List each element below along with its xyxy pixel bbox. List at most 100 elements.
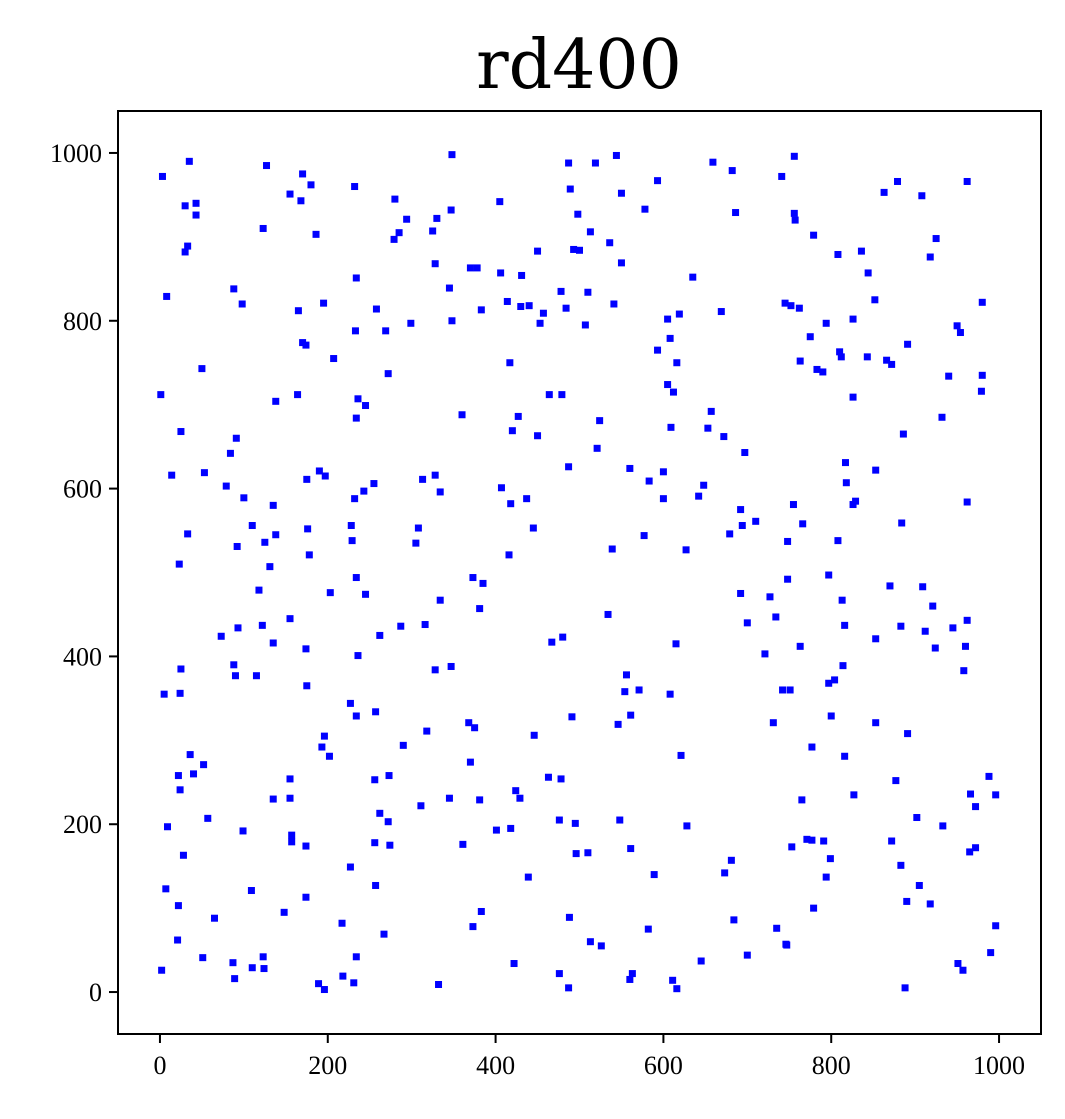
data-point <box>419 475 427 483</box>
data-point <box>808 743 816 751</box>
data-point <box>184 242 192 250</box>
data-point <box>516 794 524 802</box>
data-point <box>766 593 774 601</box>
data-point <box>610 300 618 308</box>
data-point <box>650 871 658 879</box>
data-point <box>362 402 370 410</box>
data-point <box>168 471 176 479</box>
data-point <box>433 214 441 222</box>
data-point <box>795 304 803 312</box>
data-point <box>447 206 455 214</box>
data-point <box>466 264 474 272</box>
data-point <box>972 844 980 852</box>
x-tick-label: 0 <box>153 1051 166 1080</box>
data-point <box>192 199 200 207</box>
data-point <box>458 411 466 419</box>
data-point <box>371 839 379 847</box>
data-point <box>572 850 580 858</box>
data-point <box>423 727 431 735</box>
data-point <box>641 205 649 213</box>
data-point <box>539 309 547 317</box>
data-point <box>507 500 515 508</box>
data-point <box>232 434 240 442</box>
data-point <box>967 790 975 798</box>
data-point <box>286 190 294 198</box>
data-point <box>352 953 360 961</box>
data-point <box>826 855 834 863</box>
data-point <box>786 686 794 694</box>
data-point <box>915 881 923 889</box>
data-point <box>977 387 985 395</box>
data-point <box>512 787 520 795</box>
data-point <box>476 605 484 613</box>
data-point <box>231 975 239 983</box>
data-point <box>318 743 326 751</box>
data-point <box>263 162 271 170</box>
data-point <box>570 245 578 253</box>
data-point <box>302 341 310 349</box>
data-point <box>229 959 237 967</box>
data-point <box>390 235 398 243</box>
data-point <box>233 542 241 550</box>
data-point <box>362 590 370 598</box>
data-point <box>827 712 835 720</box>
data-point <box>370 480 378 488</box>
data-point <box>888 360 896 368</box>
data-point <box>627 845 635 853</box>
data-point <box>529 524 537 532</box>
data-point <box>956 329 964 337</box>
data-point <box>666 690 674 698</box>
data-point <box>506 359 514 367</box>
data-point <box>825 679 833 687</box>
data-point <box>834 537 842 545</box>
data-point <box>376 809 384 817</box>
data-point <box>346 863 354 871</box>
data-point <box>677 751 685 759</box>
data-point <box>421 621 429 629</box>
data-point <box>913 814 921 822</box>
data-point <box>565 913 573 921</box>
data-point <box>622 671 630 679</box>
data-point <box>386 841 394 849</box>
data-point <box>477 907 485 915</box>
data-point <box>773 924 781 932</box>
data-point <box>627 711 635 719</box>
data-point <box>448 151 456 159</box>
data-point <box>352 414 360 422</box>
data-point <box>558 391 566 399</box>
data-point <box>593 444 601 452</box>
data-point <box>354 652 362 660</box>
data-point <box>584 849 592 857</box>
data-point <box>534 432 542 440</box>
data-point <box>796 642 804 650</box>
data-point <box>728 167 736 175</box>
data-point <box>255 586 263 594</box>
data-point <box>320 299 328 307</box>
data-point <box>617 259 625 267</box>
data-point <box>436 488 444 496</box>
data-point <box>778 172 786 180</box>
data-point <box>863 353 871 361</box>
data-point <box>436 596 444 604</box>
data-point <box>192 211 200 219</box>
data-point <box>743 951 751 959</box>
data-point <box>850 791 858 799</box>
data-point <box>961 642 969 650</box>
data-point <box>901 984 909 992</box>
data-point <box>239 827 247 835</box>
data-point <box>347 522 355 530</box>
data-point <box>321 472 329 480</box>
data-point <box>190 770 198 778</box>
data-point <box>654 177 662 185</box>
data-point <box>837 353 845 361</box>
data-point <box>510 960 518 968</box>
data-point <box>963 177 971 185</box>
data-point <box>384 818 392 826</box>
data-point <box>921 627 929 635</box>
data-point <box>299 170 307 178</box>
data-point <box>576 246 583 254</box>
data-point <box>664 381 672 389</box>
data-point <box>836 348 844 356</box>
data-point <box>518 271 526 279</box>
